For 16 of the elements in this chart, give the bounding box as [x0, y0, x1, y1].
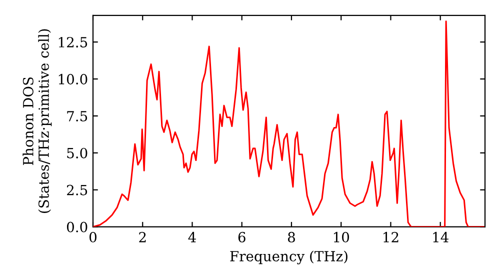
y-tick-label: 12.5: [58, 36, 88, 48]
y-tick-label: 10.0: [58, 74, 88, 84]
x-tick-label: 6: [238, 232, 246, 242]
x-tick-label: 0: [89, 232, 96, 242]
y-tick-label: 5.0: [67, 148, 88, 158]
x-tick-label: 8: [288, 232, 295, 242]
y-tick-label: 7.5: [67, 111, 88, 122]
x-tick-label: 2: [139, 232, 146, 242]
x-axis-title: Frequency (THz): [230, 250, 348, 264]
x-tick-label: 4: [188, 232, 196, 242]
y-axis-title: Phonon DOS (States/THz·primitive cell): [22, 29, 52, 213]
y-tick-label: 2.5: [66, 184, 88, 196]
x-tick-label: 10: [334, 232, 350, 242]
y-tick-label: 0.0: [66, 222, 88, 232]
x-tick-label: 12: [384, 232, 398, 242]
x-tick-label: 14: [433, 232, 448, 242]
